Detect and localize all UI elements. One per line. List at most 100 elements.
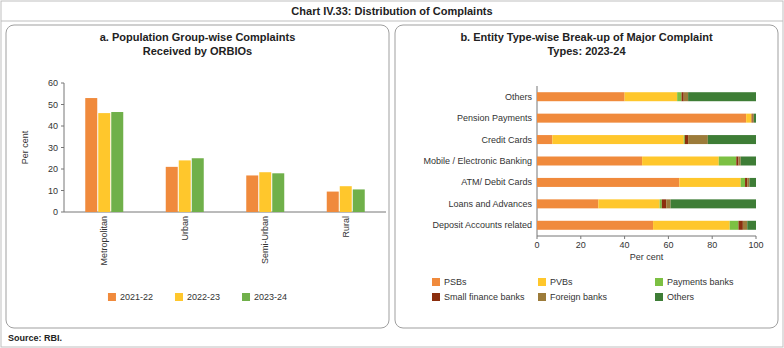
legend-item: 2021-22 — [108, 292, 153, 302]
panel-title: b. Entity Type-wise Break-up of Major Co… — [459, 30, 714, 58]
header-rule — [1, 21, 783, 22]
bar — [85, 98, 97, 212]
bar-segment — [537, 92, 625, 101]
y-tick-label: 50 — [48, 100, 58, 110]
y-tick-label: Mobile / Electronic Banking — [423, 156, 532, 166]
bars — [85, 98, 365, 212]
x-tick-label: Semi-Urban — [260, 216, 270, 264]
outer-frame — [1, 1, 783, 347]
bar-segment — [537, 199, 598, 208]
y-tick-label: Others — [505, 92, 533, 102]
bar — [353, 189, 365, 212]
x-tick-label: 20 — [576, 240, 586, 250]
y-axis — [64, 83, 65, 212]
bar-segment — [719, 157, 737, 166]
bar-segment — [598, 199, 659, 208]
legend-item: Foreign banks — [538, 292, 608, 302]
bar — [111, 112, 123, 212]
legend-label: PVBs — [550, 277, 573, 287]
bar-segment — [552, 135, 683, 144]
y-tick-label: ATM/ Debit Cards — [461, 177, 532, 187]
bar-segment — [684, 135, 685, 144]
bar-segment — [753, 114, 754, 123]
x-tick-label: 40 — [620, 240, 630, 250]
bar — [192, 158, 204, 212]
bar-segment — [741, 178, 745, 187]
bar-segment — [746, 114, 751, 123]
legend-item: 2022-23 — [175, 292, 220, 302]
legend-label: Foreign banks — [550, 292, 608, 302]
bar — [259, 172, 271, 212]
legend-swatch — [108, 293, 116, 301]
y-tick-label: Loans and Advances — [448, 199, 532, 209]
bar-segment — [747, 221, 756, 230]
legend-label: 2022-23 — [187, 292, 220, 302]
bar-segment — [662, 199, 666, 208]
x-tick-label: Urban — [180, 216, 190, 241]
panel-frame — [395, 25, 778, 328]
legend-item: Payments banks — [655, 277, 734, 287]
legend-item: PVBs — [538, 277, 573, 287]
y-tick-label: 20 — [48, 164, 58, 174]
bar — [272, 173, 284, 212]
legend-label: 2021-22 — [120, 292, 153, 302]
bar-segment — [537, 178, 679, 187]
bar-segment — [736, 157, 738, 166]
bars — [537, 92, 756, 230]
y-tick-label: Deposit Accounts related — [432, 220, 532, 230]
y-tick-label: 10 — [48, 186, 58, 196]
bar-segment — [741, 157, 756, 166]
bar-segment — [743, 221, 747, 230]
legend-swatch — [538, 293, 546, 301]
bar-segment — [537, 157, 642, 166]
bar — [327, 192, 339, 212]
bar-segment — [754, 114, 756, 123]
legend-swatch — [432, 278, 440, 286]
legend-item: 2023-24 — [242, 292, 287, 302]
bar-segment — [688, 135, 708, 144]
x-tick-label: Rural — [341, 216, 351, 238]
bar-segment — [751, 114, 752, 123]
bar — [98, 113, 110, 212]
legend-swatch — [242, 293, 250, 301]
legend-item: Others — [655, 292, 695, 302]
panel-frame — [6, 25, 389, 328]
legend-label: Payments banks — [667, 277, 734, 287]
bar-segment — [666, 199, 670, 208]
y-tick-label: Pension Payments — [457, 113, 533, 123]
y-tick-label: 0 — [53, 207, 58, 217]
x-tick-label: 0 — [534, 240, 539, 250]
bar-segment — [685, 135, 688, 144]
bar-segment — [749, 178, 756, 187]
bar — [166, 167, 178, 212]
bar-segment — [537, 221, 653, 230]
bar — [179, 160, 191, 212]
bar-segment — [653, 221, 730, 230]
page: {"title": "Chart IV.33: Distribution of … — [0, 0, 784, 348]
y-tick-label: 40 — [48, 121, 58, 131]
x-tick-label: Metropolitan — [99, 216, 109, 266]
y-axis-label: Per cent — [20, 130, 30, 164]
source-note: Source: RBI. — [8, 333, 62, 343]
bar-segment — [679, 178, 740, 187]
x-tick-label: 60 — [663, 240, 673, 250]
bar-segment — [625, 92, 678, 101]
x-tick-label: 80 — [707, 240, 717, 250]
bar — [246, 175, 258, 212]
bar-segment — [677, 92, 681, 101]
bar-segment — [747, 178, 749, 187]
bar — [340, 186, 352, 212]
x-axis-label: Per cent — [630, 252, 664, 262]
bar-segment — [537, 135, 552, 144]
chart-title: Chart IV.33: Distribution of Complaints — [291, 5, 492, 17]
legend-swatch — [432, 293, 440, 301]
bar-segment — [745, 178, 747, 187]
x-axis — [537, 236, 756, 237]
bar-segment — [708, 135, 756, 144]
legend-item: Small finance banks — [432, 292, 525, 302]
legend-swatch — [538, 278, 546, 286]
bar-segment — [660, 199, 662, 208]
y-tick-label: 30 — [48, 143, 58, 153]
bar-segment — [671, 199, 756, 208]
legend-swatch — [175, 293, 183, 301]
